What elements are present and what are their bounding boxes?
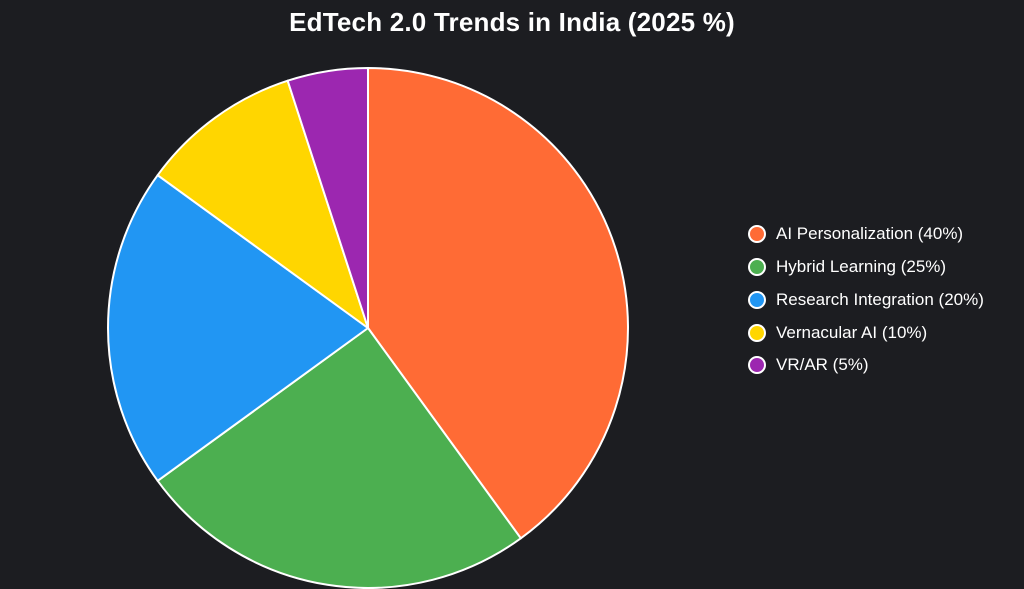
legend-swatch — [748, 356, 766, 375]
legend-item[interactable]: Hybrid Learning (25%) — [748, 251, 984, 284]
legend-swatch — [748, 323, 766, 342]
pie-slice[interactable] — [156, 79, 369, 329]
legend: AI Personalization (40%) Hybrid Learning … — [748, 218, 984, 382]
legend-item[interactable]: Vernacular AI (10%) — [748, 316, 984, 349]
legend-item[interactable]: VR/AR (5%) — [748, 349, 984, 382]
legend-item[interactable]: AI Personalization (40%) — [748, 218, 984, 251]
legend-label: AI Personalization (40%) — [776, 224, 964, 244]
legend-label: Hybrid Learning (25%) — [776, 257, 947, 277]
legend-swatch — [748, 258, 766, 277]
pie-slice[interactable] — [367, 67, 629, 540]
pie-slice[interactable] — [156, 327, 522, 589]
legend-swatch — [748, 290, 766, 309]
legend-label: Vernacular AI (10%) — [776, 322, 928, 342]
chart-title: EdTech 2.0 Trends in India (2025 %) — [289, 7, 735, 37]
legend-label: VR/AR (5%) — [776, 355, 869, 375]
pie-slice[interactable] — [286, 67, 369, 329]
legend-item[interactable]: Research Integration (20%) — [748, 284, 984, 317]
legend-label: Research Integration (20%) — [776, 289, 984, 309]
pie-slice[interactable] — [107, 174, 369, 482]
legend-swatch — [748, 225, 766, 244]
